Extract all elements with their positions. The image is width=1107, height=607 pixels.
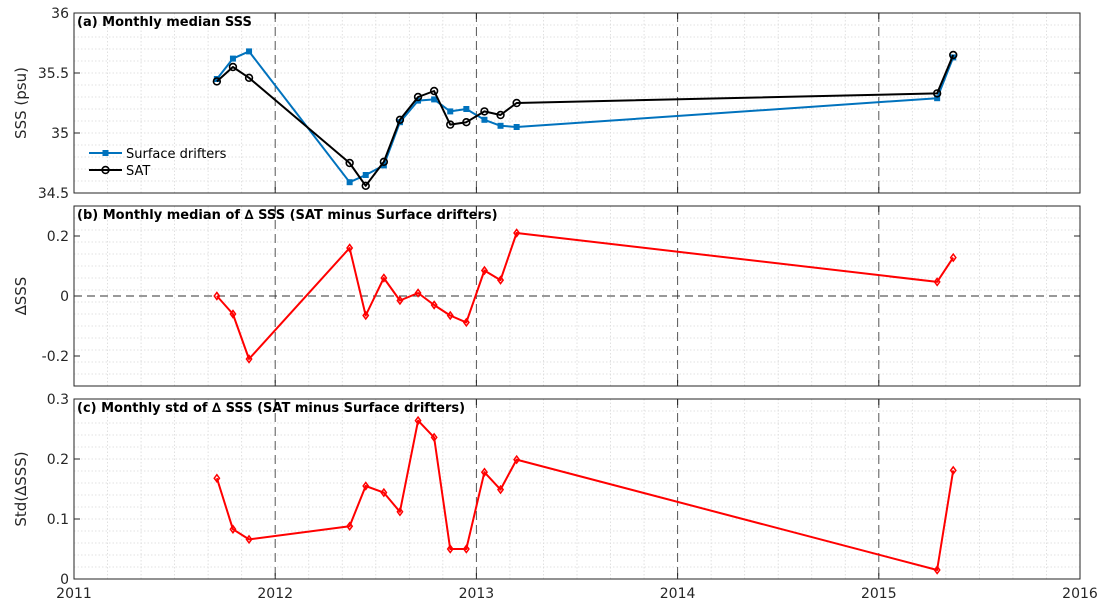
y-tick-label: 0 (60, 572, 69, 588)
data-point (497, 484, 505, 495)
data-point (430, 432, 438, 443)
x-tick-label: 2014 (660, 586, 696, 602)
data-point (414, 288, 422, 298)
data-point (949, 465, 957, 476)
data-point (361, 181, 370, 191)
data-point (362, 481, 370, 491)
data-point (429, 86, 439, 96)
data-point (379, 157, 389, 167)
data-point (413, 92, 423, 102)
data-point (462, 544, 470, 554)
legend-label: Surface drifters (126, 147, 227, 162)
data-point (229, 309, 237, 319)
axes-frame (73, 12, 1081, 194)
x-tick-label: 2015 (861, 586, 897, 602)
y-tick-label: -0.2 (42, 349, 69, 365)
x-tick-label: 2016 (1062, 586, 1098, 602)
series-line-delta-sss (216, 232, 955, 360)
y-tick-label: 0.3 (47, 392, 69, 408)
plot-area (74, 399, 1080, 579)
data-point (933, 565, 941, 575)
y-tick-label: 0.2 (47, 229, 69, 245)
data-point (513, 124, 520, 130)
y-tick-label: 34.5 (38, 186, 69, 202)
panel-c: 0 0.1 0.2 0.3 2011 2012 2013 2014 2015 2016 Std(∆S… (12, 392, 1098, 602)
data-point (246, 48, 253, 55)
series-line-surface-drifters (216, 50, 955, 184)
data-point (480, 265, 488, 276)
data-point (430, 300, 438, 310)
axes-frame (73, 398, 1081, 580)
y-tick-label: 0.2 (47, 452, 69, 468)
data-point (446, 544, 454, 554)
y-tick-label: 36 (51, 6, 69, 22)
data-point (414, 415, 422, 426)
data-point (513, 228, 521, 238)
y-tick-label: 0 (60, 289, 69, 305)
data-point (345, 158, 354, 168)
data-point (395, 115, 405, 125)
x-tick-label: 2011 (56, 586, 92, 602)
data-point (229, 524, 237, 534)
plot-area (74, 13, 1080, 193)
series-line-sat (216, 54, 955, 187)
legend-label: SAT (126, 164, 150, 179)
y-tick-label: 35.5 (38, 66, 69, 82)
data-point (346, 179, 353, 186)
x-tick-label: 2012 (257, 586, 293, 602)
data-point (446, 310, 454, 321)
data-point (513, 454, 521, 465)
data-point (228, 62, 238, 72)
panel-a: 34.5 35 35.5 36 SSS (psu) (a) Monthly median … (12, 6, 1081, 202)
data-point (463, 106, 470, 112)
data-point (431, 96, 438, 103)
panel-title: (c) Monthly std of ∆ SSS (SAT minus Surf… (77, 401, 465, 416)
data-point (481, 116, 488, 123)
data-point (396, 507, 404, 517)
data-point (245, 354, 253, 364)
data-point (497, 122, 504, 129)
data-point (933, 277, 941, 287)
series-line-delta-sss (215, 419, 955, 571)
data-point (462, 317, 470, 328)
panel-b: -0.2 0 0.2 ∆SSS (b) Monthly median of ∆ SSS … (12, 205, 1081, 387)
data-point (934, 95, 941, 102)
data-point (380, 487, 388, 498)
data-point (480, 467, 488, 477)
data-point (346, 521, 354, 531)
data-point (462, 117, 471, 127)
data-point (949, 252, 957, 263)
panel-title: (a) Monthly median SSS (77, 15, 252, 30)
legend-marker (102, 150, 109, 156)
data-point (362, 172, 369, 178)
data-point (512, 98, 521, 108)
data-point (245, 534, 253, 545)
data-point (497, 275, 505, 285)
data-point (496, 110, 505, 120)
data-point (346, 243, 354, 253)
data-point (447, 108, 454, 115)
data-point (229, 55, 236, 62)
y-axis-label: SSS (psu) (12, 67, 30, 139)
y-tick-label: 35 (51, 126, 69, 142)
data-point (213, 473, 221, 483)
data-point (446, 120, 455, 129)
data-point (362, 310, 370, 321)
data-point (212, 77, 222, 86)
x-tick-label: 2013 (459, 586, 495, 602)
data-point (244, 73, 254, 83)
y-tick-label: 0.1 (47, 512, 69, 528)
legend-marker (101, 165, 110, 175)
data-point (932, 89, 942, 98)
y-axis-label: ∆SSS (12, 277, 30, 317)
data-point (213, 291, 221, 301)
legend: Surface drifters SAT (89, 147, 227, 179)
y-axis-label: Std(∆SSS) (12, 451, 30, 526)
data-point (396, 295, 404, 306)
data-point (480, 107, 489, 116)
data-point (949, 50, 958, 60)
panel-title: (b) Monthly median of ∆ SSS (SAT minus S… (77, 208, 498, 223)
data-point (380, 273, 388, 283)
